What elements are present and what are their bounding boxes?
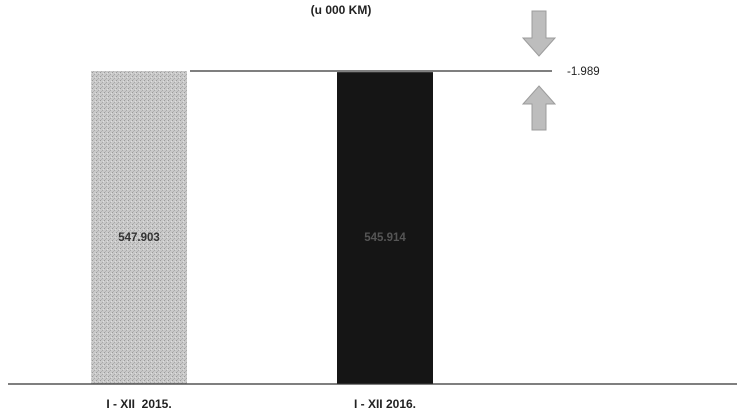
chart-unit-title: (u 000 KM) [311,3,372,17]
bar-0 [91,71,187,384]
data-label-1: 545.914 [364,232,406,244]
down-arrow-icon [521,10,557,57]
difference-label: -1.989 [567,66,600,78]
x-tick-label-1: I - XII 2016. [354,397,416,411]
up-arrow-icon [521,85,557,131]
data-label-0: 547.903 [118,232,160,244]
bar-1 [337,72,433,384]
x-tick-label-0: I - XII 2015. [106,397,171,411]
